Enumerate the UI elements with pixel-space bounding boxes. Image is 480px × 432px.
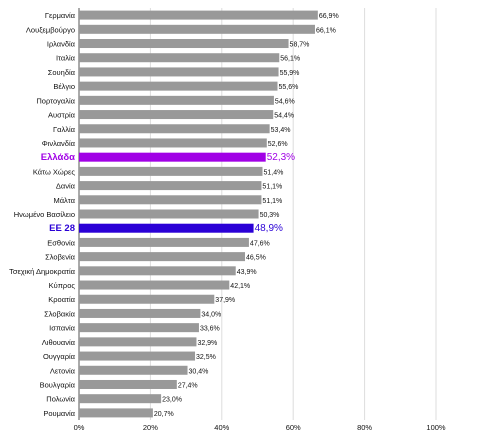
category-label: Φινλανδία [42, 139, 76, 148]
data-label: 30,4% [189, 368, 209, 375]
bar [79, 209, 259, 219]
bar [79, 223, 254, 233]
data-label: 51,1% [262, 198, 282, 205]
data-label: 51,1% [262, 184, 282, 191]
category-label: Τσεχική Δημοκρατία [9, 267, 76, 276]
data-label: 66,9% [319, 13, 339, 20]
bar [79, 138, 267, 148]
category-label: Μάλτα [53, 196, 75, 205]
bar [79, 24, 315, 34]
data-label: 33,6% [200, 326, 220, 333]
x-tick-label: 100% [426, 423, 446, 432]
category-label: Κάτω Χώρες [33, 167, 76, 176]
category-label: Λετονία [50, 366, 76, 375]
category-label: Λουξεμβούργο [26, 25, 75, 34]
data-label: 23,0% [162, 397, 182, 404]
data-label: 51,4% [263, 169, 283, 176]
category-label: Βουλγαρία [40, 380, 76, 389]
category-label: Σλοβενία [45, 253, 76, 262]
data-label: 47,6% [250, 240, 270, 247]
bar [79, 10, 318, 20]
bar [79, 110, 274, 120]
data-label: 48,9% [255, 223, 283, 234]
data-label: 53,4% [271, 127, 291, 134]
bar [79, 351, 196, 361]
bar [79, 394, 162, 404]
bar [79, 280, 230, 290]
category-label: Ισπανία [49, 324, 76, 333]
bar [79, 152, 266, 162]
data-label: 55,9% [280, 70, 300, 77]
bar [79, 337, 197, 347]
category-label: Κροατία [48, 295, 75, 304]
bar [79, 124, 270, 134]
bar [79, 39, 289, 49]
category-label: Ελλάδα [41, 152, 75, 163]
category-label: Ρουμανία [43, 409, 75, 418]
category-label: ΕΕ 28 [49, 223, 75, 234]
category-label: Ηνωμένο Βασίλειο [14, 210, 75, 219]
bar [79, 67, 279, 77]
bar [79, 379, 177, 389]
category-label: Λιθουανία [42, 338, 76, 347]
data-label: 32,5% [196, 354, 216, 361]
bar [79, 53, 280, 63]
category-label: Εσθονία [47, 238, 75, 247]
data-label: 58,7% [290, 42, 310, 49]
data-label: 52,6% [268, 141, 288, 148]
x-tick-label: 40% [214, 423, 229, 432]
data-label: 54,4% [274, 113, 294, 120]
category-label: Γαλλία [53, 125, 76, 134]
data-label: 55,6% [278, 84, 298, 91]
data-label: 56,1% [280, 56, 300, 63]
category-label: Γερμανία [45, 11, 76, 20]
data-label: 52,3% [267, 152, 295, 163]
bar [79, 81, 278, 91]
data-label: 27,4% [178, 382, 198, 389]
bar [79, 323, 199, 333]
category-label: Πολωνία [46, 395, 75, 404]
category-label: Δανία [56, 182, 76, 191]
bar [79, 365, 188, 375]
data-label: 32,9% [197, 340, 217, 347]
data-label: 54,6% [275, 98, 295, 105]
bar [79, 252, 246, 262]
category-label: Ιρλανδία [47, 40, 76, 49]
data-label: 43,9% [237, 269, 257, 276]
category-label: Πορτογαλία [36, 96, 75, 105]
x-tick-label: 80% [357, 423, 372, 432]
category-label: Βέλγιο [53, 82, 75, 91]
bar [79, 95, 274, 105]
category-label: Αυστρία [48, 111, 76, 120]
category-label: Σλοβακία [44, 309, 76, 318]
x-tick-label: 60% [286, 423, 301, 432]
bar [79, 308, 201, 318]
category-label: Σουηδία [48, 68, 76, 77]
data-label: 50,3% [260, 212, 280, 219]
category-label: Ιταλία [56, 54, 76, 63]
bar [79, 294, 215, 304]
bar [79, 266, 236, 276]
bar [79, 408, 153, 418]
bar [79, 166, 263, 176]
bar [79, 181, 262, 191]
bar [79, 237, 249, 247]
x-tick-label: 0% [74, 423, 85, 432]
x-tick-label: 20% [143, 423, 158, 432]
category-label: Ουγγαρία [43, 352, 76, 361]
bar [79, 195, 262, 205]
data-label: 20,7% [154, 411, 174, 418]
data-label: 46,5% [246, 255, 266, 262]
data-label: 37,9% [215, 297, 235, 304]
data-label: 66,1% [316, 27, 336, 34]
data-label: 34,0% [201, 311, 221, 318]
category-label: Κύπρος [49, 281, 76, 290]
data-label: 42,1% [230, 283, 250, 290]
